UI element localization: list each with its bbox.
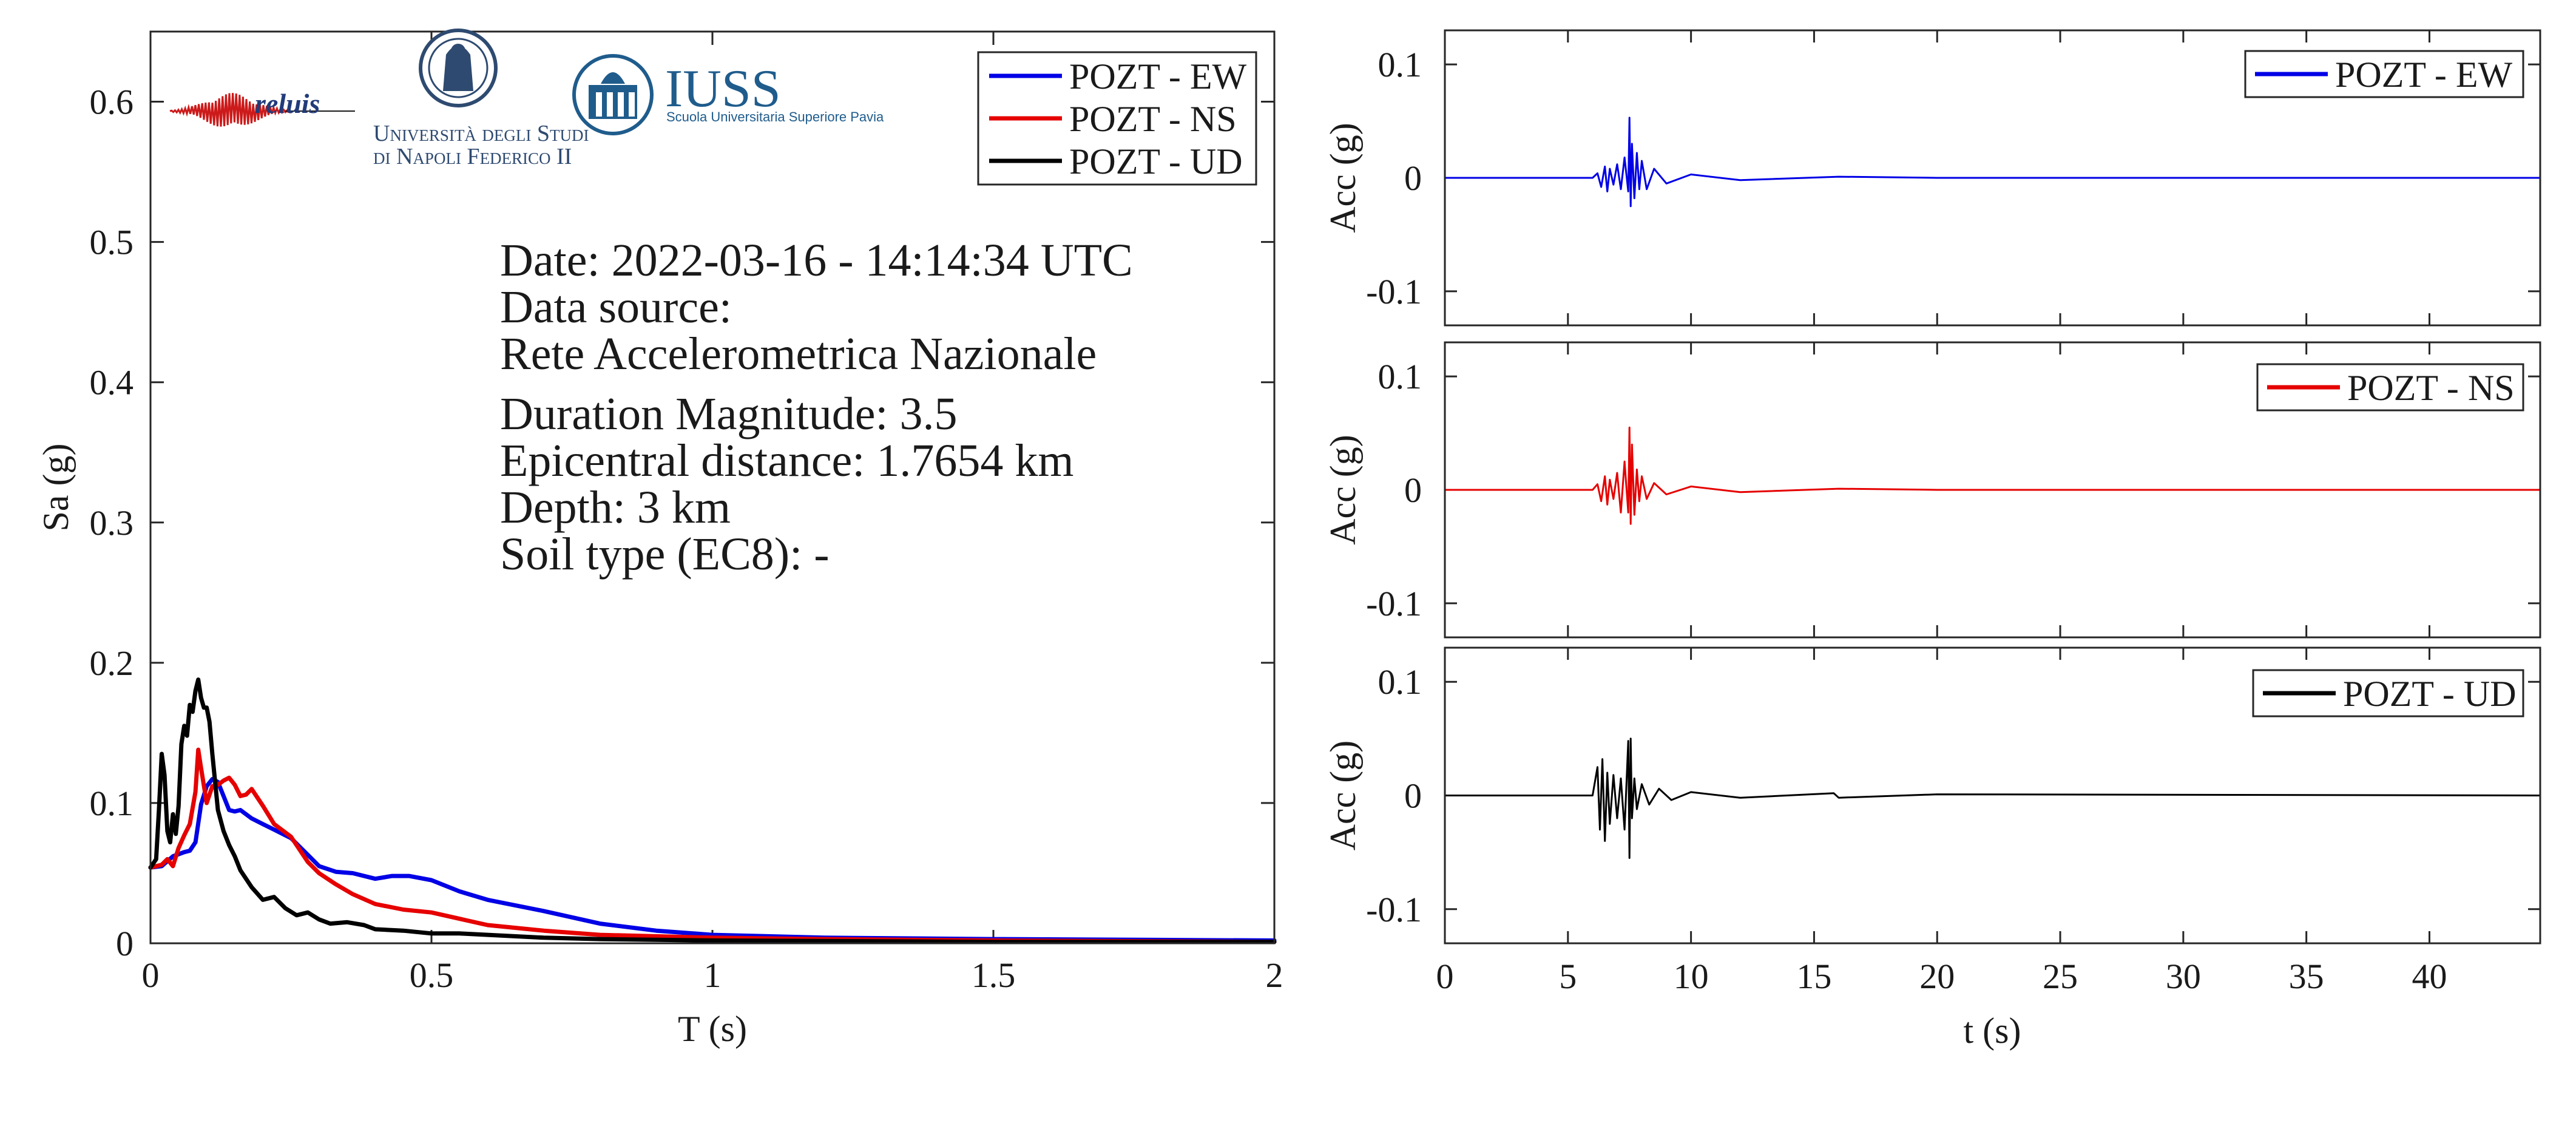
spectrum-y-tick-label: 0.6 bbox=[90, 83, 134, 122]
data-source-label: Data source: bbox=[500, 282, 732, 333]
accelerogram-charts: -0.1 0 0.1 Acc (g) POZT - EW -0.1 0 0.1 Acc (g) P… bbox=[1323, 29, 2541, 996]
acc-x-tick-label: 20 bbox=[1919, 957, 1955, 996]
event-depth: Depth: 3 km bbox=[500, 482, 731, 533]
iuss-logo-title: IUSS bbox=[665, 59, 781, 118]
legend-label-ew: POZT - EW bbox=[2335, 55, 2513, 95]
accelerogram-trace-ew bbox=[1444, 117, 2541, 208]
spectrum-y-tick-label: 0.3 bbox=[90, 503, 134, 543]
spectrum-x-tick-label: 1.5 bbox=[972, 955, 1016, 995]
accelerogram-legend-ud: POZT - UD bbox=[2252, 669, 2524, 717]
acc-x-tick-label: 15 bbox=[1796, 957, 1831, 996]
acc-y-tick-label: 0 bbox=[1404, 470, 1422, 510]
accelerogram-y-axis-label: Acc (g) bbox=[1323, 741, 1363, 851]
spectrum-x-tick-label: 1 bbox=[704, 955, 722, 995]
soil-type: Soil type (EC8): - bbox=[500, 529, 830, 580]
spectrum-x-axis-label: T (s) bbox=[678, 1009, 747, 1049]
reluis-logo-text: reluis bbox=[255, 88, 320, 119]
accelerogram-panel-ns: -0.1 0 0.1 Acc (g) POZT - NS bbox=[1323, 341, 2541, 639]
iuss-logo-subtitle: Scuola Universitaria Superiore Pavia bbox=[666, 109, 884, 124]
acc-y-tick-label: -0.1 bbox=[1366, 890, 1422, 929]
acc-x-tick-label: 0 bbox=[1436, 957, 1454, 996]
acc-x-tick-label: 35 bbox=[2289, 957, 2324, 996]
accelerogram-legend-ew: POZT - EW bbox=[2244, 50, 2524, 98]
unina-logo-line1: Università degli Studi bbox=[373, 121, 589, 146]
unina-logo-line2: di Napoli Federico II bbox=[373, 144, 572, 169]
spectrum-y-tick-label: 0.2 bbox=[90, 643, 134, 683]
acc-y-tick-label: 0.1 bbox=[1378, 357, 1422, 396]
acc-x-tick-label: 5 bbox=[1559, 957, 1577, 996]
spectrum-y-tick-label: 0.4 bbox=[90, 363, 134, 402]
accelerogram-y-axis-label: Acc (g) bbox=[1323, 435, 1363, 545]
spectrum-x-tick-label: 0 bbox=[142, 955, 160, 995]
accelerogram-axes-frame bbox=[1444, 29, 2541, 327]
event-magnitude: Duration Magnitude: 3.5 bbox=[500, 388, 958, 439]
response-spectrum-chart: 0 0.5 1 1.5 2 0 0.1 0.2 0.3 0.4 0.5 0.6 T (s) Sa (g… bbox=[36, 29, 1283, 1049]
spectrum-legend: POZT - EW POZT - NS POZT - UD bbox=[977, 51, 1257, 186]
legend-label-ud: POZT - UD bbox=[2343, 674, 2517, 714]
accelerogram-axes-frame bbox=[1444, 341, 2541, 639]
accelerogram-axes-frame bbox=[1444, 646, 2541, 945]
legend-label-ns: POZT - NS bbox=[1069, 99, 1237, 139]
acc-y-tick-label: -0.1 bbox=[1366, 584, 1422, 623]
epicentral-distance: Epicentral distance: 1.7654 km bbox=[500, 435, 1074, 486]
spectrum-y-axis-label: Sa (g) bbox=[36, 444, 76, 532]
legend-label-ew: POZT - EW bbox=[1069, 56, 1247, 97]
iuss-logo: IUSS Scuola Universitaria Superiore Pavi… bbox=[572, 54, 884, 135]
accelerogram-panel-ud: -0.1 0 0.1 Acc (g) POZT - UD 0 5 10 15 20 25 30 35 40 bbox=[1323, 646, 2541, 996]
data-source-name: Rete Accelerometrica Nazionale bbox=[500, 328, 1097, 379]
accelerogram-y-axis-label: Acc (g) bbox=[1323, 123, 1363, 233]
accelerogram-x-axis-label: t (s) bbox=[1964, 1011, 2021, 1051]
spectrum-line-ns bbox=[148, 747, 1277, 945]
acc-x-tick-label: 30 bbox=[2166, 957, 2201, 996]
acc-x-tick-label: 40 bbox=[2412, 957, 2447, 996]
event-info: Date: 2022-03-16 - 14:14:34 UTC Data sou… bbox=[500, 235, 1133, 580]
acc-y-tick-label: 0.1 bbox=[1378, 45, 1422, 84]
event-date: Date: 2022-03-16 - 14:14:34 UTC bbox=[500, 235, 1133, 286]
acc-x-tick-label: 10 bbox=[1674, 957, 1709, 996]
accelerogram-panel-ew: -0.1 0 0.1 Acc (g) POZT - EW bbox=[1323, 29, 2541, 327]
acc-y-tick-label: 0 bbox=[1404, 158, 1422, 198]
accelerogram-trace-ud bbox=[1444, 738, 2541, 859]
acc-x-tick-label: 25 bbox=[2043, 957, 2078, 996]
spectrum-tick-labels: 0 0.5 1 1.5 2 0 0.1 0.2 0.3 0.4 0.5 0.6 bbox=[90, 83, 1283, 995]
spectrum-axes-frame bbox=[149, 30, 1276, 945]
spectrum-y-tick-label: 0 bbox=[116, 924, 134, 963]
spectrum-x-tick-label: 0.5 bbox=[410, 955, 454, 995]
reluis-logo: reluis bbox=[169, 88, 355, 127]
unina-logo: Università degli Studi di Napoli Federic… bbox=[373, 29, 589, 169]
spectrum-x-tick-label: 2 bbox=[1266, 955, 1283, 995]
acc-y-tick-label: 0.1 bbox=[1378, 662, 1422, 702]
legend-label-ns: POZT - NS bbox=[2347, 368, 2515, 408]
accelerogram-trace-ns bbox=[1444, 426, 2541, 525]
accelerogram-legend-ns: POZT - NS bbox=[2256, 363, 2524, 412]
acc-y-tick-label: 0 bbox=[1404, 776, 1422, 816]
acc-y-tick-label: -0.1 bbox=[1366, 272, 1422, 311]
legend-label-ud: POZT - UD bbox=[1069, 141, 1243, 181]
spectrum-y-tick-label: 0.1 bbox=[90, 784, 134, 823]
spectrum-series bbox=[148, 677, 1277, 945]
spectrum-y-tick-label: 0.5 bbox=[90, 223, 134, 262]
spectrum-line-ud bbox=[148, 677, 1277, 945]
